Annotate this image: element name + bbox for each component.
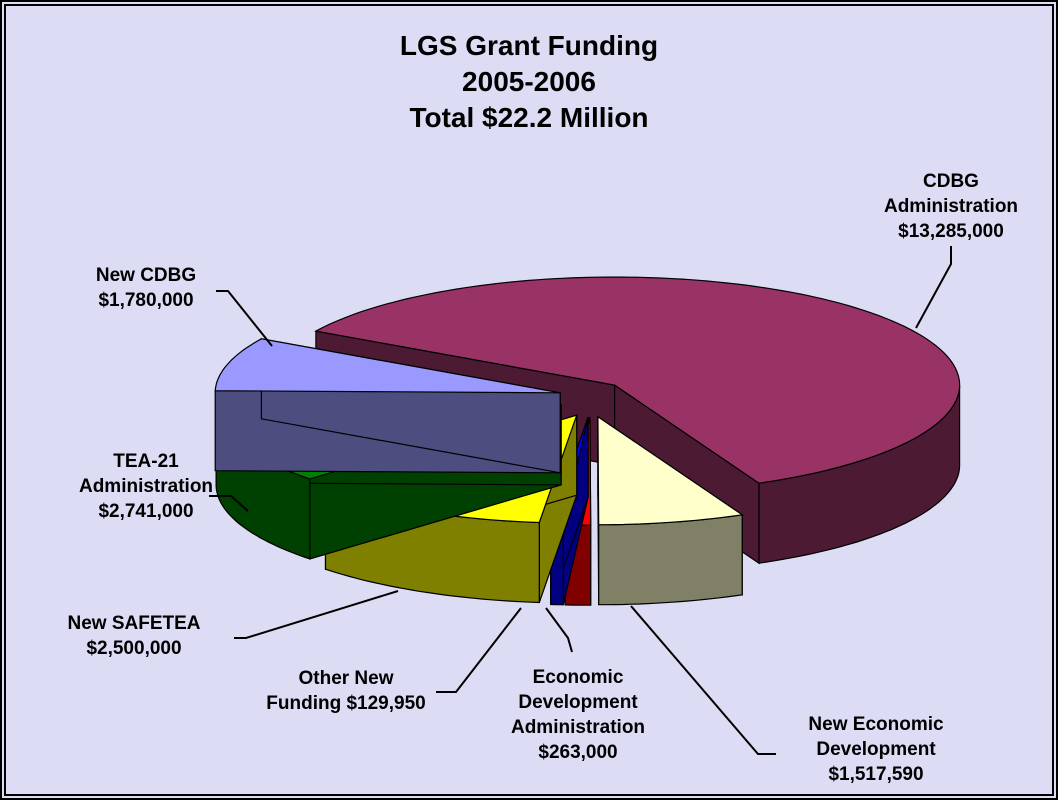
category-label: New CDBG	[95, 265, 197, 286]
chart-title: LGS Grant Funding	[399, 30, 659, 61]
leader-line	[209, 495, 249, 512]
value-label: $13,285,000	[898, 221, 1004, 242]
category-label: TEA-21 Administration	[78, 451, 214, 497]
slice	[314, 276, 961, 484]
slice-label: TEA-21 Administration $2,741,000	[71, 449, 221, 524]
pie-area	[209, 246, 961, 755]
slice-label: New Economic Development $1,517,590	[786, 712, 966, 787]
value-label: $263,000	[538, 742, 618, 763]
slice-wall	[598, 514, 743, 606]
value-label: $2,741,000	[98, 501, 194, 522]
value-label: $2,500,000	[86, 638, 182, 659]
slice-label: Other New Funding $129,950	[260, 666, 432, 716]
leader-line	[216, 290, 273, 347]
slice	[597, 415, 744, 526]
slice-label: Economic Development Administration $263,…	[493, 665, 663, 765]
title-block: LGS Grant Funding 2005-2006 Total $22.2 …	[6, 28, 1052, 136]
leader-line	[234, 590, 399, 639]
slice-label: New SAFETEA $2,500,000	[44, 611, 224, 661]
leader-line	[915, 246, 952, 329]
value-label: $1,780,000	[98, 290, 194, 311]
leader-line	[545, 607, 573, 653]
category-label: New SAFETEA	[67, 613, 201, 634]
chart-subtitle: Total $22.2 Million	[409, 102, 649, 133]
slice	[214, 338, 561, 394]
value-label: $1,517,590	[828, 764, 924, 785]
category-label: New Economic Development	[808, 714, 944, 760]
category-label: Economic Development Administration	[510, 667, 646, 738]
chart-subtitle: 2005-2006	[462, 66, 596, 97]
slice-label: New CDBG $1,780,000	[71, 263, 221, 313]
category-label: Other New Funding	[266, 668, 394, 714]
category-label: CDBG Administration	[883, 171, 1019, 217]
slice-label: CDBG Administration $13,285,000	[876, 169, 1026, 244]
value-label: $129,950	[346, 693, 426, 714]
leader-line	[436, 607, 522, 693]
leader-line	[630, 605, 776, 755]
